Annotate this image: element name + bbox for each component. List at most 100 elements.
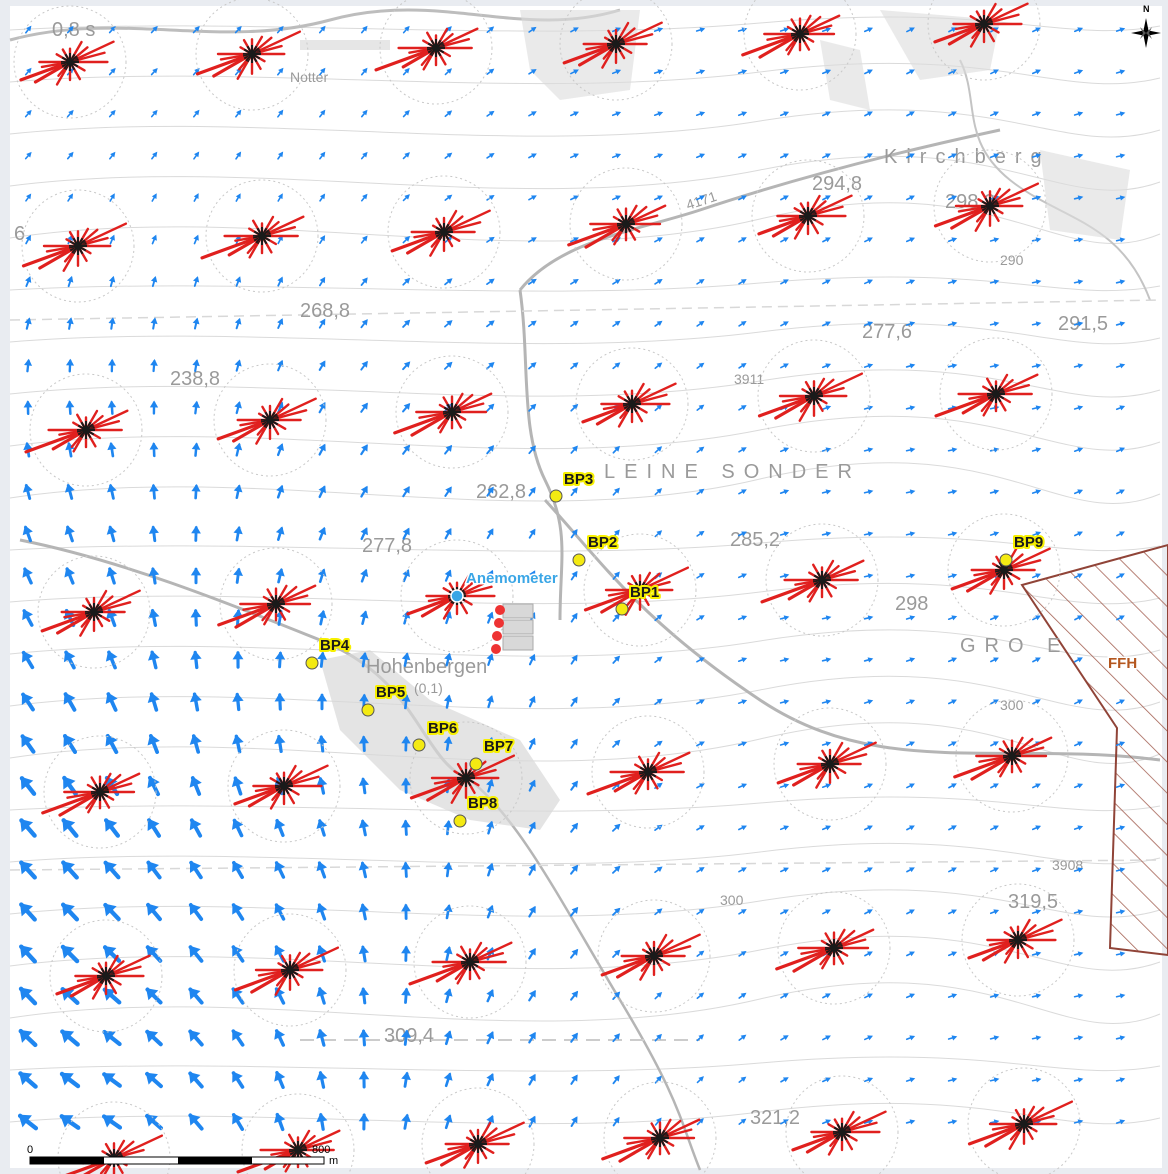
wind-arrow-head	[317, 568, 327, 577]
wind-arrow-head	[233, 567, 243, 576]
wind-arrow-head	[193, 276, 200, 283]
wind-rose[interactable]	[49, 919, 163, 1033]
wind-rose[interactable]	[967, 1067, 1081, 1174]
wind-arrow-head	[25, 276, 32, 283]
wind-arrow-head	[1119, 741, 1126, 747]
wind-rose[interactable]	[233, 913, 347, 1027]
wind-rose[interactable]	[567, 167, 683, 281]
wind-rose[interactable]	[741, 0, 857, 91]
wind-rose[interactable]	[213, 363, 327, 477]
wind-arrows	[17, 25, 1126, 1132]
wind-rose[interactable]	[773, 707, 887, 821]
wind-arrow-head	[1077, 867, 1084, 873]
wind-arrow-head	[361, 277, 368, 284]
wind-rose[interactable]	[421, 1087, 535, 1174]
wind-rose[interactable]	[785, 1075, 899, 1174]
wind-rose[interactable]	[597, 899, 711, 1013]
wind-rose[interactable]	[37, 555, 151, 669]
wind-rose[interactable]	[374, 0, 493, 105]
wind-arrow-head	[572, 320, 579, 327]
point-bp5[interactable]: BP5	[361, 682, 407, 717]
wind-arrow-head	[656, 488, 663, 494]
wind-rose[interactable]	[953, 699, 1069, 813]
wind-arrow-head	[993, 69, 999, 75]
wind-rose[interactable]	[927, 0, 1041, 81]
wind-arrow-head	[1077, 951, 1084, 957]
turbine-group	[491, 603, 534, 654]
wind-rose[interactable]	[575, 347, 689, 461]
wind-arrow-head	[530, 237, 537, 243]
wind-rose[interactable]	[200, 179, 319, 293]
wind-arrow-head	[488, 26, 495, 32]
wind-arrow-head	[615, 153, 622, 159]
turbine-marker[interactable]	[494, 618, 504, 628]
wind-arrow-head	[1035, 27, 1041, 33]
wind-arrow-head	[318, 485, 326, 494]
point-bp7[interactable]: BP7	[469, 736, 515, 771]
anemometer[interactable]: Anemometer	[450, 569, 559, 603]
turbine-marker[interactable]	[491, 644, 501, 654]
wind-rose[interactable]	[387, 175, 501, 289]
wind-rose[interactable]	[227, 729, 341, 843]
wind-arrow-head	[486, 611, 494, 619]
wind-rose[interactable]	[586, 715, 705, 829]
wind-rose[interactable]	[195, 0, 309, 111]
wind-arrow-head	[1077, 993, 1084, 999]
wind-arrow-head	[446, 361, 453, 369]
wind-rose[interactable]	[408, 905, 527, 1019]
wind-rose[interactable]	[24, 373, 143, 487]
wind-arrow-head	[1119, 909, 1126, 915]
point-bp3[interactable]: BP3	[549, 469, 595, 503]
wind-rose[interactable]	[393, 355, 509, 469]
wind-rose[interactable]	[217, 547, 333, 661]
wind-arrow-head	[951, 825, 957, 831]
wind-arrow-head	[909, 783, 915, 789]
wind-rose[interactable]	[583, 533, 697, 647]
wind-rose[interactable]	[601, 1081, 717, 1174]
wind-rose[interactable]	[751, 159, 865, 273]
wind-arrow-head	[783, 27, 790, 33]
turbine-marker[interactable]	[492, 631, 502, 641]
wind-arrow-head	[274, 734, 286, 745]
wind-arrow-head	[1077, 615, 1083, 621]
wind-arrow-head	[26, 67, 32, 74]
point-bp1[interactable]: BP1	[615, 582, 661, 616]
wind-rose[interactable]	[934, 337, 1053, 451]
wind-arrow-head	[103, 903, 117, 917]
wind-arrow-head	[23, 441, 33, 451]
wind-rose[interactable]	[409, 721, 523, 835]
wind-arrow-head	[189, 903, 201, 916]
point-bp4[interactable]: BP4	[305, 635, 352, 670]
wind-rose[interactable]	[559, 0, 673, 101]
wind-rose[interactable]	[961, 883, 1075, 997]
wind-arrow-head	[1035, 909, 1042, 915]
wind-arrow-head	[192, 400, 201, 408]
wind-arrow-head	[825, 279, 831, 285]
wind-arrow-head	[148, 525, 159, 534]
wind-rose[interactable]	[775, 891, 891, 1005]
point-bp8[interactable]: BP8	[453, 793, 499, 828]
wind-arrow-head	[106, 525, 117, 535]
wind-arrow-head	[825, 1077, 831, 1083]
wind-arrow-head	[1119, 237, 1126, 243]
ffh-zone[interactable]	[1020, 543, 1168, 957]
wind-rose[interactable]	[21, 189, 135, 303]
wind-arrow-head	[102, 1073, 116, 1086]
point-bp9[interactable]: BP9	[999, 532, 1045, 567]
wind-arrow-head	[951, 615, 958, 621]
wind-arrow-head	[825, 825, 832, 831]
wind-rose[interactable]	[757, 339, 871, 453]
wind-arrow-head	[360, 568, 369, 577]
wind-arrow-head	[1077, 699, 1083, 705]
wind-rose[interactable]	[13, 5, 127, 119]
wind-rose[interactable]	[760, 523, 879, 637]
point-bp6[interactable]: BP6	[412, 718, 459, 752]
wind-arrow-head	[358, 987, 370, 996]
point-bp1-label: BP1	[630, 584, 659, 601]
wind-rose[interactable]	[933, 149, 1047, 263]
wind-arrow-head	[404, 236, 411, 242]
wind-rose[interactable]	[41, 735, 157, 849]
point-bp2[interactable]: BP2	[572, 532, 619, 567]
turbine-marker[interactable]	[495, 605, 505, 615]
